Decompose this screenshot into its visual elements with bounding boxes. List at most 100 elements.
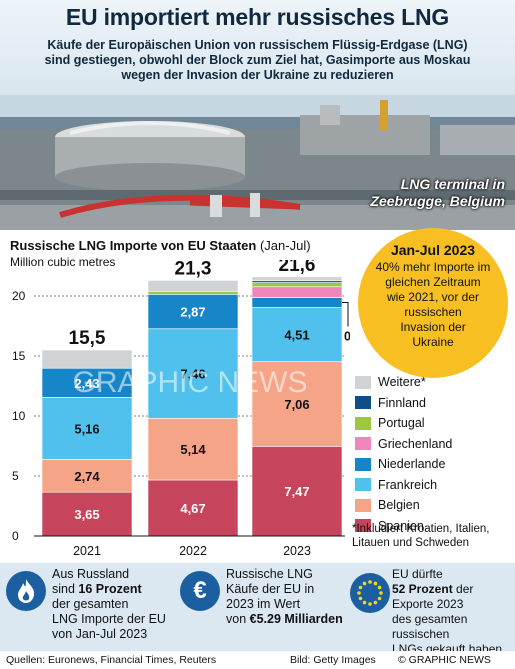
legend-item: Frankreich [355, 475, 513, 496]
header: EU importiert mehr russisches LNG Käufe … [0, 0, 515, 95]
info-line: LNG Importe der EU [52, 612, 172, 627]
info-line: sind 16 Prozent [52, 582, 172, 597]
legend-swatch [355, 498, 371, 512]
info-line: von Jan-Jul 2023 [52, 627, 172, 642]
bar-segment [147, 294, 239, 330]
legend-swatch [355, 478, 371, 492]
info-line: Russische LNG [226, 567, 344, 582]
chart-unit: Million cubic metres [10, 255, 116, 269]
y-tick-label: 0 [12, 529, 19, 543]
page-title: EU importiert mehr russisches LNG [65, 4, 450, 30]
bar-segment [251, 361, 343, 447]
data-label: 7,47 [284, 484, 309, 499]
callout-text: 40% mehr Importe im gleichen Zeitraum wi… [358, 260, 508, 350]
data-label: 5,16 [74, 421, 99, 436]
star-icon [358, 585, 363, 590]
subtitle-line: Käufe der Europäischen Union von russisc… [47, 38, 468, 52]
info-text-part: Aus Russland [52, 567, 130, 581]
legend-label: Portugal [378, 416, 425, 431]
photo-caption: LNG terminal in Zeebrugge, Belgium [370, 176, 505, 210]
data-label: 3,65 [74, 507, 99, 522]
legend-swatch [355, 437, 371, 451]
lng-terminal-illustration [0, 95, 515, 230]
bar-segment [251, 307, 343, 362]
lng-terminal-photo [0, 95, 515, 230]
subtitle: Käufe der Europäischen Union von russisc… [10, 38, 505, 83]
info-line: 52 Prozent der [392, 582, 515, 597]
callout-line: Invasion der [400, 320, 466, 334]
chart-legend: Weitere* Finnland Portugal Griechenland Nied… [355, 372, 513, 536]
info-text-part: 52 Prozent [392, 582, 453, 596]
legend-swatch [355, 416, 371, 430]
legend-label: Finnland [378, 395, 426, 410]
bar-segment [41, 459, 133, 493]
image-credit: Bild: Getty Images [290, 654, 376, 666]
y-tick-label: 10 [12, 409, 26, 423]
total-label: 21,3 [175, 260, 212, 279]
legend-item: Weitere* [355, 372, 513, 393]
info-text-part: 2023 im Wert [226, 597, 301, 611]
star-icon [368, 602, 372, 606]
legend-label: Belgien [378, 498, 420, 513]
info-row: Aus Russland sind 16 Prozent der gesamten L… [0, 563, 515, 656]
data-label: 0.83 [344, 330, 350, 344]
data-label: 2,74 [74, 469, 100, 484]
bar-segment [251, 286, 343, 298]
bar-segment [41, 349, 133, 369]
star-icon [373, 600, 378, 605]
chart-period: (Jan-Jul) [259, 238, 311, 253]
bar-segment [147, 280, 239, 292]
info-line: Käufe der EU in [226, 582, 344, 597]
star-icon [358, 596, 363, 601]
info-text-part: EU dürfte [392, 567, 443, 581]
star-icon [368, 580, 372, 584]
y-tick-label: 5 [12, 469, 19, 483]
bar-segment [251, 282, 343, 288]
photo-caption-line: Zeebrugge, Belgium [370, 193, 505, 209]
flame-icon [6, 571, 46, 611]
star-icon [362, 581, 367, 586]
y-tick-label: 15 [12, 349, 26, 363]
sources: Quellen: Euronews, Financial Times, Reut… [6, 654, 217, 666]
info-text: Aus Russland sind 16 Prozent der gesamten L… [52, 567, 172, 642]
legend-swatch [355, 396, 371, 410]
callout-line: Ukraine [412, 335, 454, 349]
info-block-share: Aus Russland sind 16 Prozent der gesamten L… [0, 563, 172, 651]
info-text: Russische LNG Käufe der EU in 2023 im Wert… [226, 567, 344, 627]
copyright: © GRAPHIC NEWS [398, 654, 491, 666]
legend-label: Weitere* [378, 375, 426, 390]
legend-label: Frankreich [378, 477, 438, 492]
info-text-part: von [226, 612, 250, 626]
star-icon [357, 591, 361, 595]
data-label: 2,43 [74, 376, 99, 391]
legend-item: Portugal [355, 413, 513, 434]
leader-line [342, 302, 349, 327]
legend-footnote-line: Litauen und Schweden [352, 537, 470, 549]
x-tick-label: 2023 [283, 544, 311, 558]
info-text-part: der [452, 582, 474, 596]
legend-item: Spanien [355, 516, 513, 537]
footer: Quellen: Euronews, Financial Times, Reut… [0, 651, 515, 669]
callout-badge: Jan-Jul 2023 40% mehr Importe im gleiche… [358, 228, 508, 378]
data-label: 7,46 [180, 367, 205, 382]
info-block-value: € Russische LNG Käufe der EU in 2023 im We… [172, 563, 344, 651]
star-icon [377, 585, 382, 590]
info-text-part: Exporte 2023 [392, 597, 464, 611]
total-label: 21,6 [279, 260, 316, 276]
data-label: 4,67 [180, 501, 205, 516]
y-tick-label: 20 [12, 289, 26, 303]
subtitle-line: wegen der Invasion der Ukraine zu reduzi… [121, 68, 394, 82]
info-text: EU dürfte 52 Prozent der Exporte 2023 des g… [392, 567, 515, 657]
info-line: 2023 im Wert [226, 597, 344, 612]
stacked-bar-chart: 0 5 10 15 20 3,65 2,74 5,16 2,43 15,5 2021 4,67 5,14… [12, 260, 350, 558]
info-line: des gesamten russischen [392, 612, 515, 642]
star-icon [377, 596, 382, 601]
callout-line: gleichen Zeitraum [385, 275, 481, 289]
info-line: von €5.29 Milliarden [226, 612, 344, 627]
info-line: der gesamten [52, 597, 172, 612]
total-label: 15,5 [69, 328, 106, 349]
bar-segment [41, 397, 133, 460]
legend-item: Griechenland [355, 434, 513, 455]
data-label: 5,14 [180, 442, 206, 457]
legend-item: Niederlande [355, 454, 513, 475]
